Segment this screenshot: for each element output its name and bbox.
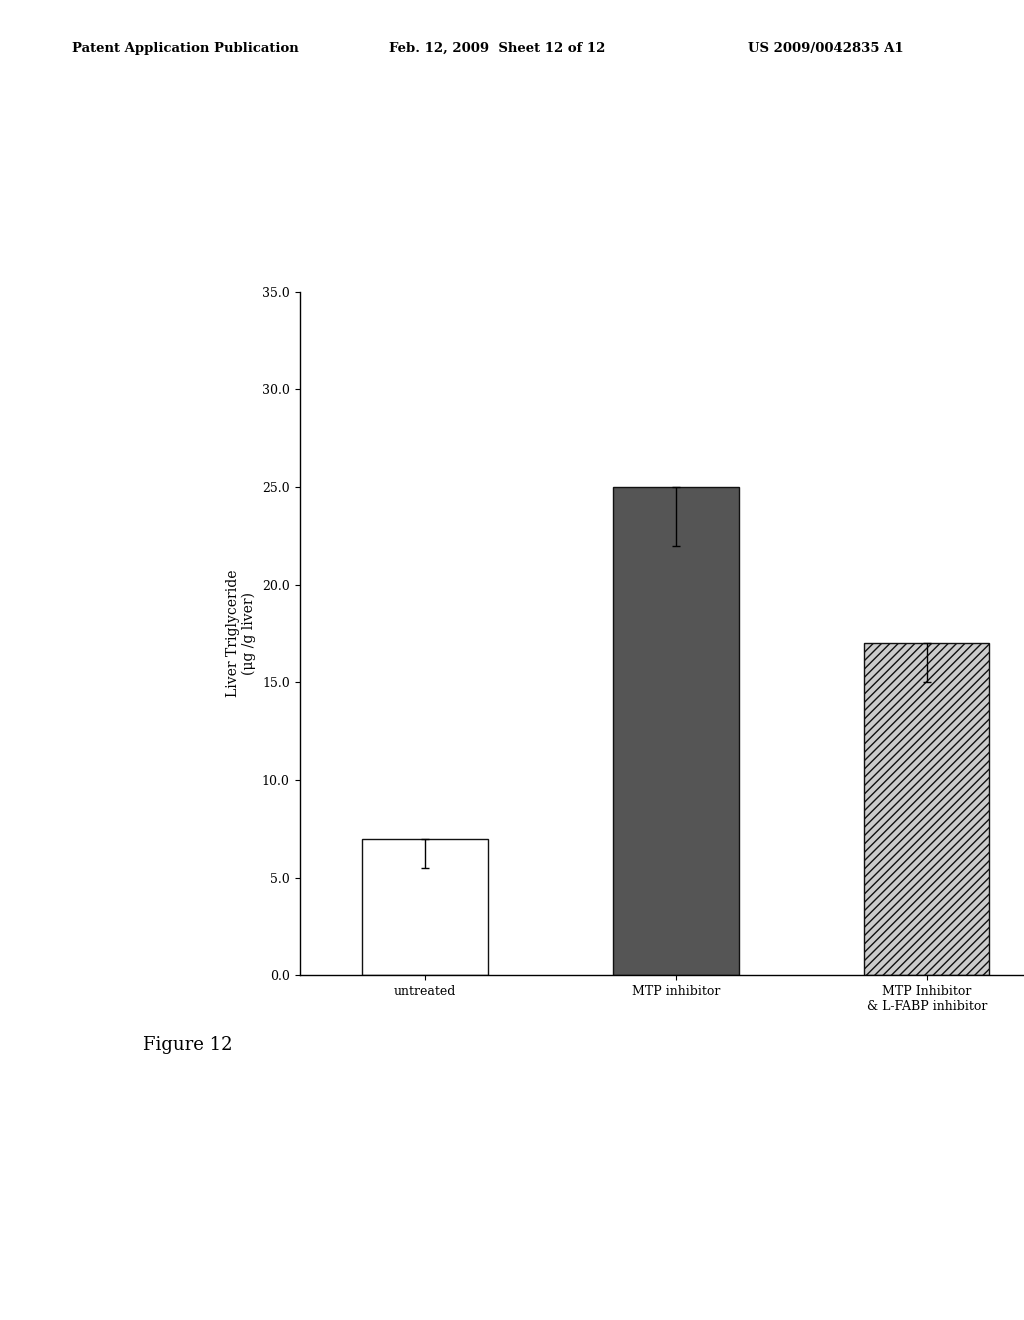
Text: Feb. 12, 2009  Sheet 12 of 12: Feb. 12, 2009 Sheet 12 of 12: [389, 42, 605, 55]
Y-axis label: Liver Triglyceride
(μg /g liver): Liver Triglyceride (μg /g liver): [225, 570, 256, 697]
Bar: [613, 487, 738, 975]
Text: Figure 12: Figure 12: [143, 1036, 232, 1055]
Bar: [362, 838, 487, 975]
Text: US 2009/0042835 A1: US 2009/0042835 A1: [748, 42, 903, 55]
Bar: [864, 643, 989, 975]
Text: Patent Application Publication: Patent Application Publication: [72, 42, 298, 55]
